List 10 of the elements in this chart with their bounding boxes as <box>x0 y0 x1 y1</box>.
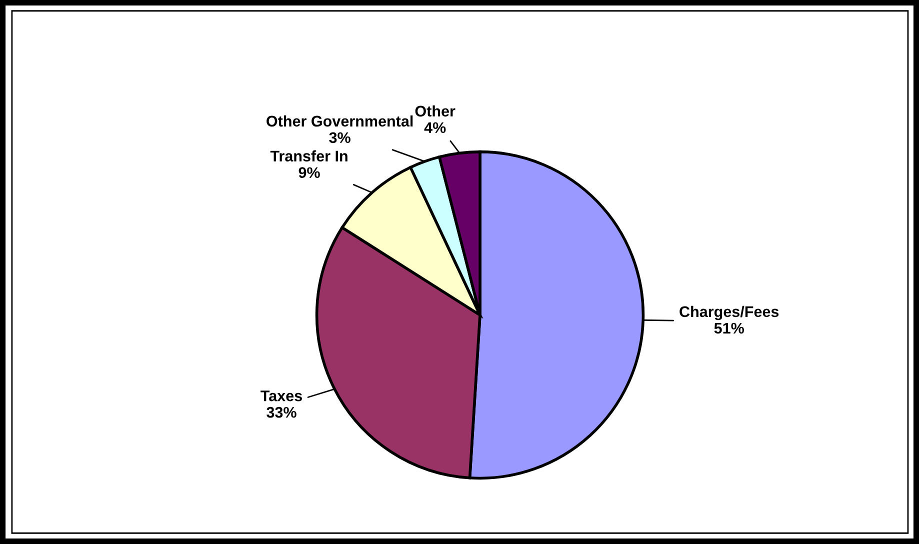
data-label: 9% <box>298 167 320 178</box>
data-label: 4% <box>424 122 446 133</box>
slice-label: Other <box>415 105 456 117</box>
slice-label: Other Governmental <box>266 115 413 127</box>
slice-label: Charges/Fees <box>680 306 779 320</box>
slice-label: Transfer In <box>270 150 348 162</box>
data-label: 3% <box>329 132 350 144</box>
data-label: 51% <box>714 322 744 334</box>
data-label: 33% <box>266 406 296 418</box>
slice-label: Taxes <box>260 390 302 402</box>
